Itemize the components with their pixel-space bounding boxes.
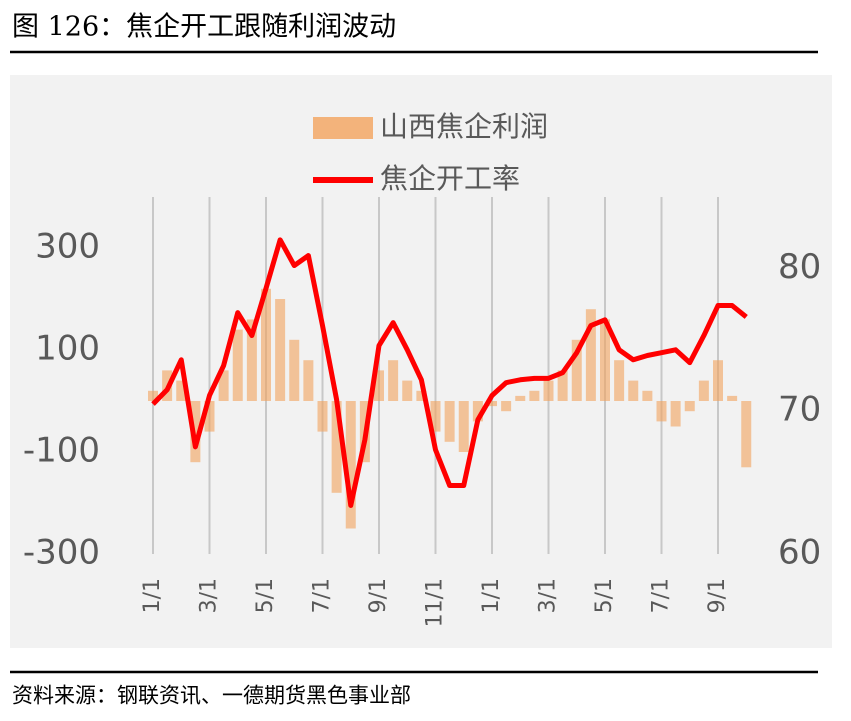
bar — [345, 401, 356, 529]
source-note: 资料来源：钢联资讯、一德期货黑色事业部 — [12, 684, 411, 708]
bar — [289, 339, 300, 401]
bar — [713, 360, 723, 401]
bar — [331, 401, 342, 493]
bar — [585, 309, 596, 401]
bar — [600, 319, 610, 401]
bar — [543, 380, 554, 401]
figure-title: 图 126：焦企开工跟随利润波动 — [12, 12, 396, 43]
y2-tick-label: 70 — [778, 390, 821, 430]
bar — [529, 390, 540, 401]
y-tick-label: -100 — [23, 431, 100, 471]
x-tick-label: 5/1 — [253, 578, 278, 613]
bar — [317, 401, 328, 432]
bar — [275, 299, 286, 401]
x-tick-label: 9/1 — [705, 578, 730, 613]
bar — [458, 401, 469, 452]
bar — [261, 288, 271, 401]
bar — [642, 390, 653, 401]
x-tick-label: 7/1 — [310, 578, 335, 613]
bar — [571, 339, 582, 401]
bar — [232, 329, 243, 401]
line — [151, 237, 748, 508]
bar — [741, 401, 752, 468]
bar — [148, 390, 158, 401]
y-tick-label: -300 — [23, 533, 100, 573]
bar — [374, 370, 384, 401]
bar — [698, 380, 709, 401]
bar — [176, 380, 187, 401]
bar — [656, 401, 667, 422]
bar — [246, 319, 257, 401]
x-tick-label: 7/1 — [649, 578, 674, 613]
legend-label: 山西焦企利润 — [380, 110, 548, 143]
bar — [684, 401, 695, 412]
bar — [204, 401, 215, 432]
bar — [727, 395, 738, 401]
bar — [388, 360, 399, 401]
bar — [402, 380, 413, 401]
bar — [444, 401, 455, 442]
x-tick-label: 1/1 — [140, 578, 165, 613]
x-tick-label: 1/1 — [479, 578, 504, 613]
plot-background — [10, 75, 832, 648]
x-tick-label: 3/1 — [536, 578, 561, 613]
bar — [218, 370, 229, 401]
bar — [416, 390, 427, 401]
bar — [430, 401, 441, 432]
legend-label: 焦企开工率 — [380, 162, 520, 195]
y-tick-label: 300 — [35, 227, 100, 267]
bar — [628, 380, 639, 401]
y-tick-label: 100 — [35, 329, 100, 369]
x-tick-label: 3/1 — [197, 578, 222, 613]
bar — [487, 401, 497, 407]
bar — [670, 401, 681, 427]
bar — [515, 395, 526, 401]
x-tick-label: 5/1 — [592, 578, 617, 613]
legend-swatch — [313, 117, 373, 139]
x-tick-label: 9/1 — [366, 578, 391, 613]
bar — [614, 360, 625, 401]
y2-tick-label: 60 — [778, 533, 821, 573]
bar — [501, 401, 512, 412]
bar — [557, 370, 568, 401]
x-tick-label: 11/1 — [423, 578, 448, 627]
bar — [303, 360, 314, 401]
y2-tick-label: 80 — [778, 247, 821, 287]
bar — [472, 401, 483, 422]
